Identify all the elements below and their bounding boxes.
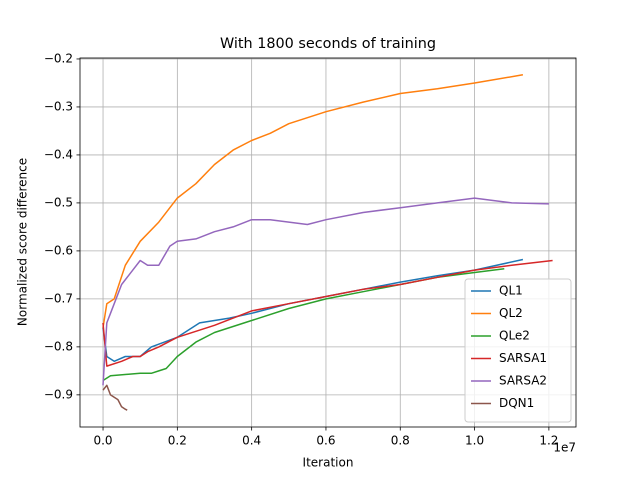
x-tick-label: 0.0 [93, 434, 112, 448]
legend-label: SARSA2 [499, 374, 547, 388]
legend-label: QL2 [499, 306, 523, 320]
line [102, 384, 128, 411]
legend-label: DQN1 [499, 396, 534, 410]
y-tick-label: −0.2 [44, 51, 73, 65]
x-tick-label: 1.2 [539, 434, 558, 448]
y-axis-label: Normalized score difference [16, 158, 30, 326]
x-offset-label: 1e7 [553, 441, 576, 455]
line [102, 259, 553, 367]
axes-frame [79, 57, 577, 428]
y-tick-label: −0.7 [44, 291, 73, 305]
legend-label: SARSA1 [499, 351, 547, 365]
y-tick-label: −0.5 [44, 195, 73, 209]
y-tick-label: −0.6 [44, 243, 73, 257]
chart-title: With 1800 seconds of training [220, 36, 436, 52]
x-tick-label: 1.0 [465, 434, 484, 448]
legend-label: QLe2 [499, 329, 530, 343]
x-tick-label: 0.2 [168, 434, 187, 448]
line [102, 74, 524, 328]
y-tick-label: −0.3 [44, 99, 73, 113]
x-tick-label: 0.4 [242, 434, 261, 448]
line [102, 258, 524, 363]
y-tick-label: −0.4 [44, 147, 73, 161]
line [102, 197, 549, 386]
y-tick-label: −0.8 [44, 339, 73, 353]
legend-label: QL1 [499, 284, 523, 298]
y-tick-label: −0.9 [44, 387, 73, 401]
x-tick-label: 0.6 [316, 434, 335, 448]
legend-box [464, 278, 572, 423]
x-tick-label: 0.8 [391, 434, 410, 448]
x-axis-label: Iteration [303, 456, 354, 470]
